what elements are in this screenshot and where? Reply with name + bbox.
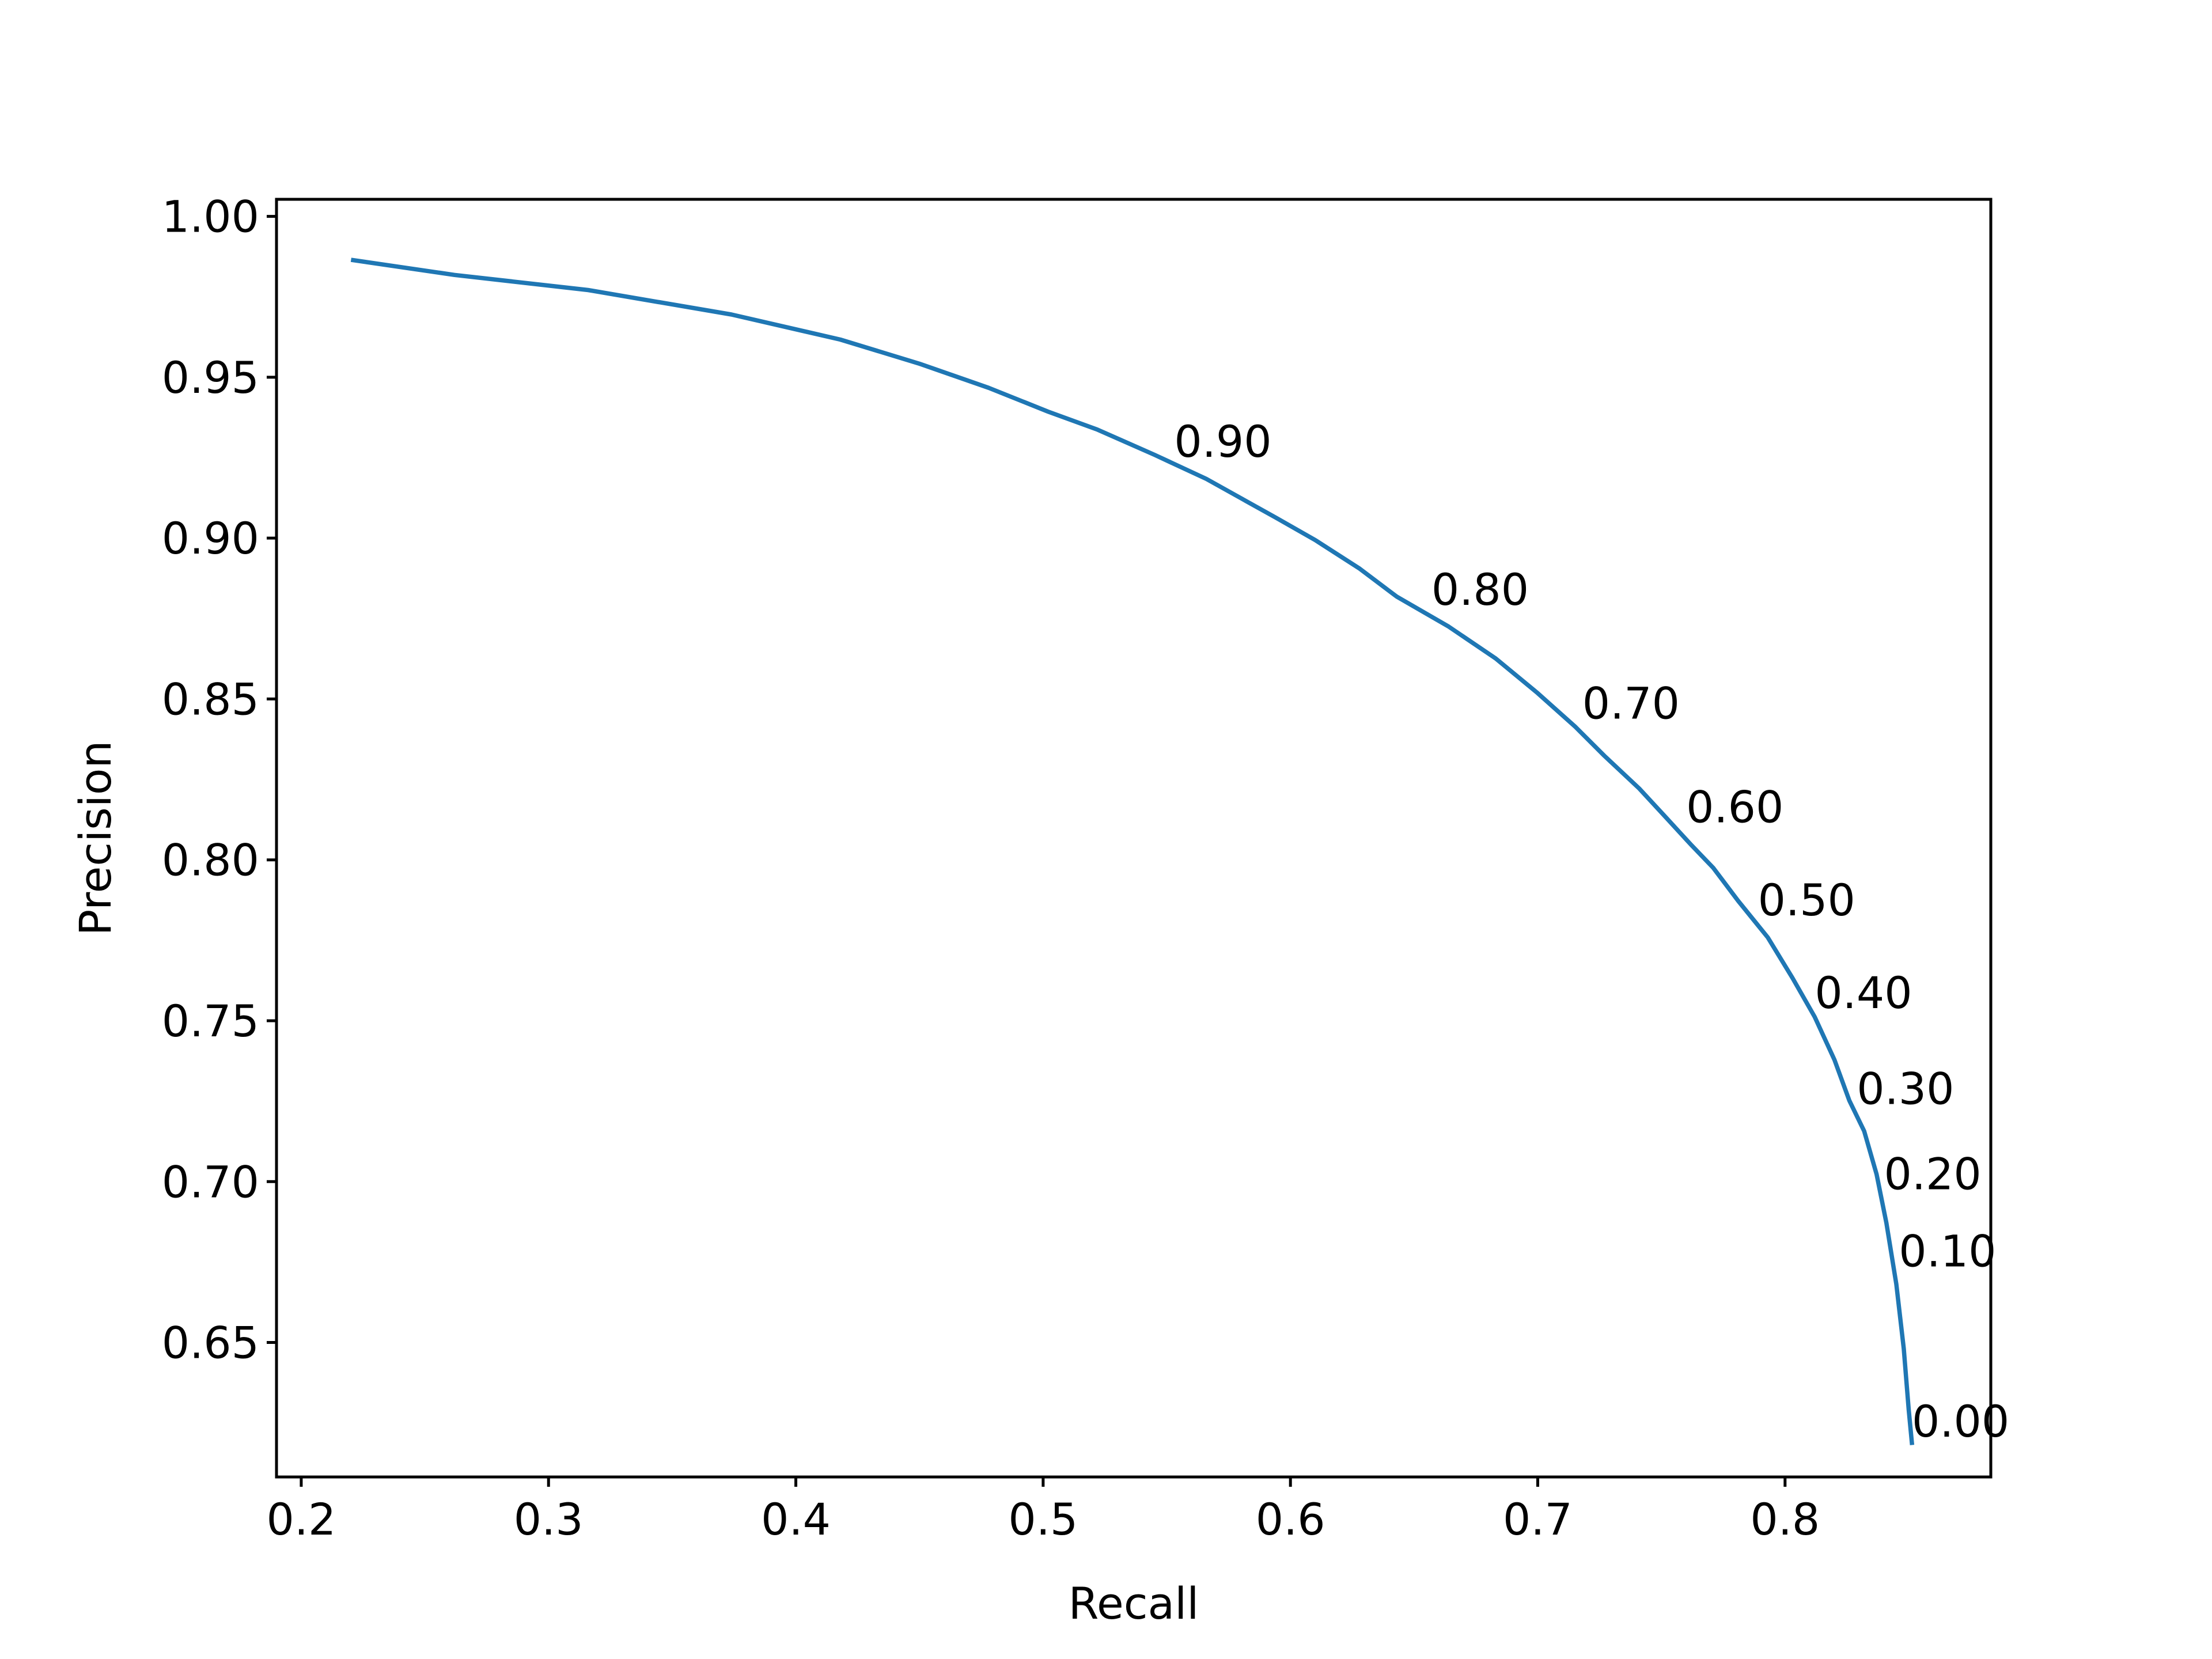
x-tick-label: 0.6 [1256,1494,1325,1545]
threshold-label: 0.80 [1431,564,1529,615]
x-tick-label: 0.7 [1503,1494,1573,1545]
threshold-label: 0.20 [1884,1149,1982,1200]
threshold-annotations: 0.90 0.80 0.70 0.60 0.50 0.40 0.30 0.20 0.10 0.00 [1174,416,2009,1447]
y-axis-label: Precision [70,740,121,935]
pr-curve-line [350,257,1915,1445]
threshold-label: 0.40 [1815,967,1912,1018]
x-tick-label: 0.5 [1008,1494,1078,1545]
x-tick-label: 0.2 [266,1494,336,1545]
threshold-label: 0.00 [1912,1396,2009,1447]
series-layer [350,257,1915,1445]
threshold-label: 0.90 [1174,416,1271,467]
x-axis-ticks: 0.2 0.3 0.4 0.5 0.6 0.7 0.8 [266,1477,1820,1545]
y-tick-label: 0.70 [162,1156,259,1207]
y-axis-ticks: 0.65 0.70 0.75 0.80 0.85 0.90 0.95 1.00 [162,191,276,1369]
axes-frame [275,198,1993,1479]
threshold-label: 0.70 [1582,677,1680,729]
y-tick-label: 0.80 [162,835,259,886]
x-tick-label: 0.8 [1750,1494,1820,1545]
threshold-label: 0.50 [1758,874,1855,926]
threshold-label: 0.30 [1857,1063,1954,1115]
x-axis-label: Recall [1069,1578,1199,1629]
y-tick-label: 1.00 [162,191,259,243]
y-tick-label: 0.75 [162,995,259,1047]
y-tick-label: 0.65 [162,1317,259,1369]
y-tick-label: 0.85 [162,673,259,725]
x-tick-label: 0.4 [761,1494,831,1545]
threshold-label: 0.60 [1686,781,1783,832]
threshold-label: 0.10 [1899,1226,1996,1277]
y-tick-label: 0.95 [162,352,259,403]
x-tick-label: 0.3 [514,1494,584,1545]
y-tick-label: 0.90 [162,513,259,564]
